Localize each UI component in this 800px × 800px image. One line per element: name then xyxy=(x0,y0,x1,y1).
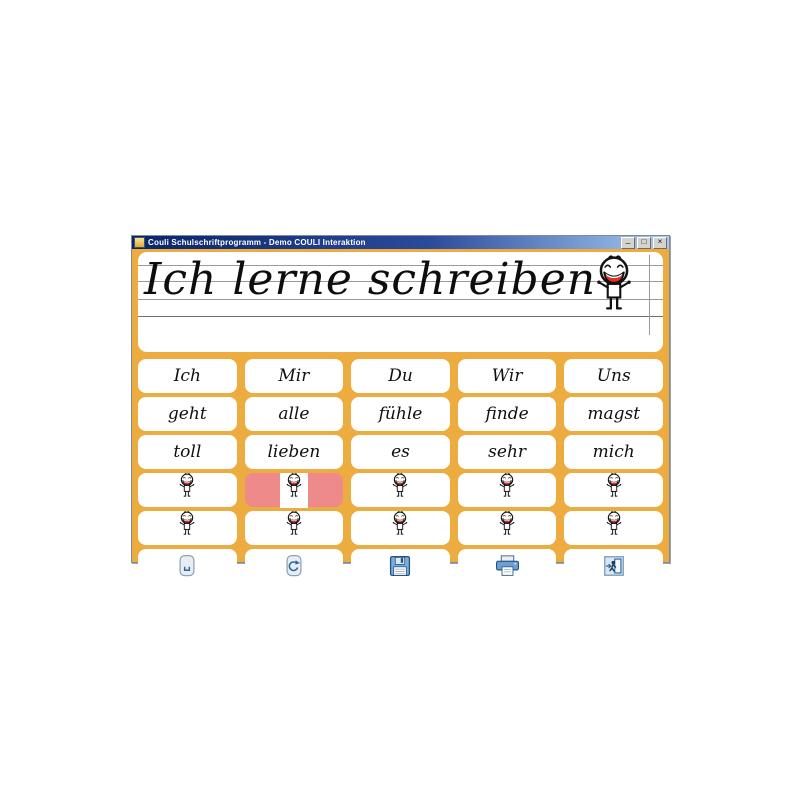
smiley-boy-icon xyxy=(284,473,304,507)
figure-card[interactable] xyxy=(457,511,557,545)
figure-card-selected[interactable] xyxy=(244,472,344,508)
word-card[interactable]: magst xyxy=(564,397,663,431)
word-card[interactable]: Du xyxy=(351,359,450,393)
margin-line xyxy=(649,255,650,335)
printer-icon xyxy=(495,555,519,576)
exit-button[interactable] xyxy=(564,549,663,583)
smiley-boy-icon xyxy=(604,473,624,507)
word-card[interactable]: geht xyxy=(138,397,237,431)
word-card[interactable]: alle xyxy=(244,397,344,431)
window-content: Ich lerne schreiben Ich Mir Du Wir Uns g… xyxy=(132,249,669,583)
app-icon xyxy=(134,237,145,248)
return-button[interactable] xyxy=(138,549,237,583)
figure-card[interactable] xyxy=(138,511,237,545)
word-card[interactable]: fühle xyxy=(351,397,450,431)
word-card[interactable]: toll xyxy=(138,435,237,469)
exit-door-icon xyxy=(603,556,624,576)
word-card[interactable]: finde xyxy=(457,397,557,431)
window-controls: _ □ × xyxy=(621,234,667,249)
selection-patch xyxy=(279,472,308,508)
redo-arrow-icon xyxy=(286,555,302,577)
close-icon: × xyxy=(657,236,663,246)
word-card[interactable]: sehr xyxy=(457,435,557,469)
figure-card[interactable] xyxy=(244,511,344,545)
word-card[interactable]: Ich xyxy=(138,359,237,393)
word-card[interactable]: Wir xyxy=(457,359,557,393)
smiley-boy-icon xyxy=(284,511,304,545)
smiley-boy-icon xyxy=(177,473,197,507)
maximize-button[interactable]: □ xyxy=(637,236,651,249)
maximize-icon: □ xyxy=(641,236,647,246)
word-card-grid: Ich Mir Du Wir Uns geht alle fühle finde… xyxy=(138,359,663,583)
print-button[interactable] xyxy=(457,549,557,583)
word-card[interactable]: mich xyxy=(564,435,663,469)
smiley-boy-icon xyxy=(591,255,637,327)
word-card[interactable]: lieben xyxy=(244,435,344,469)
figure-card[interactable] xyxy=(457,473,557,507)
figure-card[interactable] xyxy=(564,511,663,545)
writing-header-panel: Ich lerne schreiben xyxy=(138,252,663,352)
redo-button[interactable] xyxy=(244,549,344,583)
smiley-boy-icon xyxy=(604,511,624,545)
figure-card[interactable] xyxy=(351,511,450,545)
minimize-icon: _ xyxy=(625,234,631,244)
smiley-boy-icon xyxy=(497,511,517,545)
page-title: Ich lerne schreiben xyxy=(144,254,597,305)
guide-line xyxy=(138,281,663,282)
window-title: Couli Schulschriftprogramm - Demo COULI … xyxy=(148,238,366,247)
save-floppy-icon xyxy=(390,555,411,577)
figure-card[interactable] xyxy=(351,473,450,507)
smiley-boy-icon xyxy=(177,511,197,545)
smiley-boy-icon xyxy=(390,473,410,507)
figure-card[interactable] xyxy=(564,473,663,507)
save-button[interactable] xyxy=(351,549,450,583)
guide-line xyxy=(138,265,663,266)
return-key-icon xyxy=(179,555,195,577)
word-card[interactable]: Mir xyxy=(244,359,344,393)
word-card[interactable]: Uns xyxy=(564,359,663,393)
figure-card[interactable] xyxy=(138,473,237,507)
word-card[interactable]: es xyxy=(351,435,450,469)
smiley-boy-icon xyxy=(497,473,517,507)
title-bar[interactable]: Couli Schulschriftprogramm - Demo COULI … xyxy=(132,234,669,249)
smiley-boy-icon xyxy=(390,511,410,545)
close-button[interactable]: × xyxy=(653,236,667,249)
app-window: Couli Schulschriftprogramm - Demo COULI … xyxy=(131,234,670,583)
guide-line xyxy=(138,316,663,317)
guide-line xyxy=(138,299,663,300)
minimize-button[interactable]: _ xyxy=(621,234,635,249)
